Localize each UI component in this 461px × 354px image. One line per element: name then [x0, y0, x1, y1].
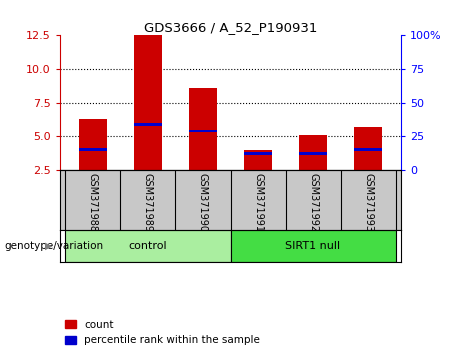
Bar: [134, 123, 162, 126]
Text: GSM371993: GSM371993: [363, 173, 373, 232]
Bar: [65, 230, 230, 262]
Text: GSM371988: GSM371988: [88, 173, 98, 232]
Bar: [299, 153, 327, 155]
Text: ▶: ▶: [45, 241, 52, 251]
Bar: [134, 35, 162, 170]
Bar: [355, 127, 382, 170]
Text: SIRT1 null: SIRT1 null: [285, 241, 341, 251]
Bar: [79, 148, 106, 151]
Title: GDS3666 / A_52_P190931: GDS3666 / A_52_P190931: [144, 21, 317, 34]
Bar: [189, 130, 217, 132]
Bar: [299, 135, 327, 170]
Bar: [244, 153, 272, 155]
Text: GSM371992: GSM371992: [308, 173, 318, 232]
Legend: count, percentile rank within the sample: count, percentile rank within the sample: [65, 320, 260, 345]
Bar: [355, 148, 382, 151]
Bar: [189, 88, 217, 170]
Text: genotype/variation: genotype/variation: [5, 241, 104, 251]
Text: control: control: [129, 241, 167, 251]
Bar: [244, 150, 272, 170]
Bar: [230, 230, 396, 262]
Bar: [79, 119, 106, 170]
Text: GSM371989: GSM371989: [143, 173, 153, 232]
Text: GSM371991: GSM371991: [253, 173, 263, 232]
Text: GSM371990: GSM371990: [198, 173, 208, 232]
